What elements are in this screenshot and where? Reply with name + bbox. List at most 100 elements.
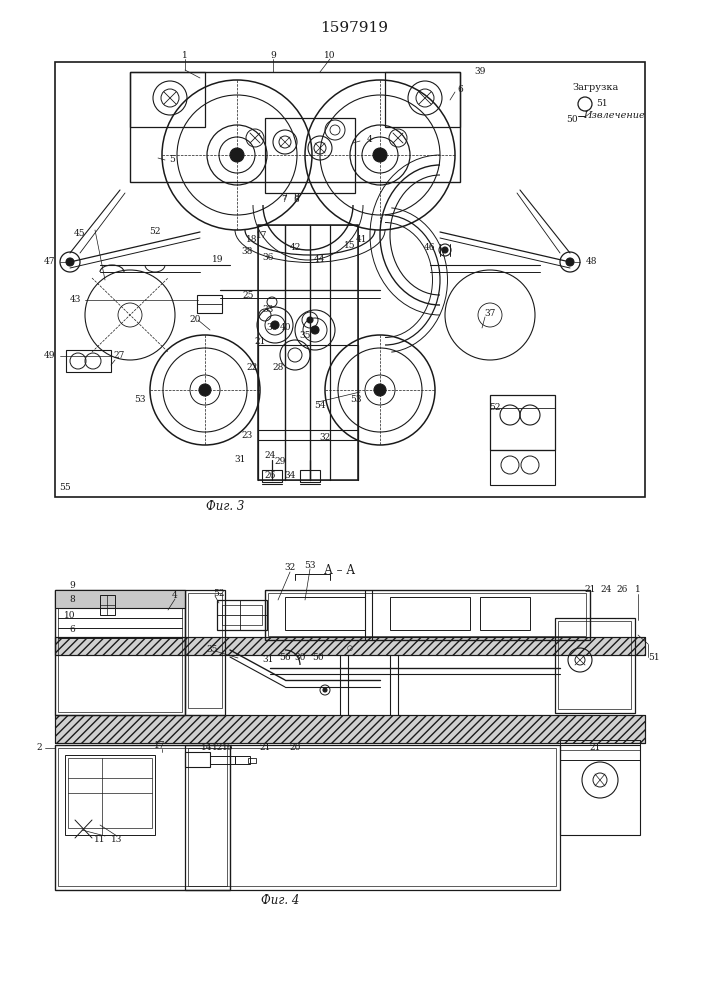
Bar bbox=[66, 350, 111, 372]
Text: 24: 24 bbox=[600, 585, 612, 594]
Bar bbox=[285, 597, 365, 630]
Bar bbox=[235, 756, 250, 764]
Text: 9: 9 bbox=[270, 50, 276, 60]
Text: 45: 45 bbox=[74, 229, 86, 237]
Circle shape bbox=[374, 384, 386, 396]
Text: 32: 32 bbox=[284, 564, 296, 572]
Bar bbox=[58, 593, 182, 712]
Bar bbox=[197, 295, 222, 313]
Circle shape bbox=[199, 384, 211, 396]
Bar bbox=[258, 225, 358, 480]
Text: 9: 9 bbox=[69, 580, 75, 589]
Text: 32: 32 bbox=[320, 434, 331, 442]
Text: 39: 39 bbox=[474, 68, 486, 77]
Bar bbox=[185, 637, 645, 655]
Bar bbox=[258, 225, 358, 480]
Text: 13: 13 bbox=[111, 834, 123, 844]
Text: 34: 34 bbox=[284, 472, 296, 481]
Text: 51: 51 bbox=[596, 100, 607, 108]
Text: 31: 31 bbox=[234, 456, 246, 464]
Bar bbox=[55, 715, 645, 743]
Text: 55: 55 bbox=[59, 483, 71, 491]
Circle shape bbox=[323, 688, 327, 692]
Text: 18: 18 bbox=[246, 235, 258, 244]
Text: 5: 5 bbox=[169, 155, 175, 164]
Bar bbox=[265, 118, 355, 193]
Bar bbox=[55, 637, 185, 655]
Bar bbox=[55, 590, 185, 715]
Text: 30: 30 bbox=[267, 324, 278, 332]
Text: 51: 51 bbox=[648, 654, 660, 662]
Text: 50: 50 bbox=[312, 654, 324, 662]
Text: 26: 26 bbox=[264, 472, 276, 481]
Text: 4: 4 bbox=[367, 135, 373, 144]
Text: 21: 21 bbox=[584, 585, 596, 594]
Text: 17: 17 bbox=[154, 742, 165, 750]
Bar bbox=[58, 748, 227, 886]
Text: Фиг. 4: Фиг. 4 bbox=[261, 894, 299, 906]
Text: 17: 17 bbox=[256, 231, 268, 239]
Bar bbox=[490, 450, 555, 485]
Bar bbox=[390, 597, 470, 630]
Text: 42: 42 bbox=[289, 243, 300, 252]
Circle shape bbox=[566, 258, 574, 266]
Text: 25: 25 bbox=[243, 290, 254, 300]
Text: 1597919: 1597919 bbox=[320, 21, 388, 35]
Circle shape bbox=[442, 247, 448, 253]
Text: 46: 46 bbox=[424, 243, 436, 252]
Bar bbox=[185, 637, 645, 655]
Text: 15: 15 bbox=[344, 240, 356, 249]
Text: 30: 30 bbox=[294, 654, 305, 662]
Text: 53: 53 bbox=[304, 560, 316, 570]
Bar bbox=[300, 470, 320, 482]
Text: 2: 2 bbox=[36, 744, 42, 752]
Text: 21: 21 bbox=[255, 338, 266, 347]
Text: А – А: А – А bbox=[325, 564, 356, 576]
Text: 54: 54 bbox=[314, 400, 326, 410]
Bar bbox=[385, 72, 460, 127]
Text: 28: 28 bbox=[272, 363, 284, 372]
Bar bbox=[558, 621, 631, 709]
Bar bbox=[560, 740, 640, 760]
Bar bbox=[185, 752, 210, 767]
Text: 52: 52 bbox=[489, 402, 501, 412]
Bar bbox=[555, 618, 635, 713]
Text: 41: 41 bbox=[356, 235, 368, 244]
Text: 19: 19 bbox=[212, 254, 223, 263]
Text: 56: 56 bbox=[279, 654, 291, 662]
Bar bbox=[55, 745, 230, 890]
Text: 6: 6 bbox=[457, 86, 463, 95]
Text: 53: 53 bbox=[134, 395, 146, 404]
Text: 50: 50 bbox=[566, 115, 578, 124]
Text: 1: 1 bbox=[635, 585, 641, 594]
Circle shape bbox=[311, 326, 319, 334]
Bar bbox=[130, 72, 205, 127]
Bar bbox=[188, 593, 222, 708]
Bar bbox=[55, 590, 185, 608]
Text: 16: 16 bbox=[222, 744, 234, 752]
Text: 20: 20 bbox=[289, 744, 300, 752]
Bar bbox=[262, 470, 282, 482]
Text: 1: 1 bbox=[182, 50, 188, 60]
Text: 33: 33 bbox=[262, 306, 274, 314]
Bar bbox=[55, 62, 645, 497]
Text: 37: 37 bbox=[484, 308, 496, 318]
Circle shape bbox=[271, 321, 279, 329]
Bar bbox=[188, 748, 556, 886]
Text: 26: 26 bbox=[617, 585, 628, 594]
Text: 53: 53 bbox=[350, 395, 361, 404]
Bar bbox=[185, 745, 560, 890]
Text: 29: 29 bbox=[274, 458, 286, 466]
Text: 7: 7 bbox=[281, 196, 287, 205]
Text: 8: 8 bbox=[69, 595, 75, 604]
Text: 38: 38 bbox=[241, 247, 252, 256]
Text: 49: 49 bbox=[44, 351, 55, 360]
Text: 36: 36 bbox=[262, 253, 274, 262]
Text: ○: ○ bbox=[347, 644, 353, 652]
Bar bbox=[248, 758, 256, 763]
Text: 27: 27 bbox=[113, 352, 124, 360]
Text: 12: 12 bbox=[212, 744, 223, 752]
Text: 6: 6 bbox=[69, 626, 75, 635]
Text: 7: 7 bbox=[281, 192, 287, 202]
Bar bbox=[100, 595, 115, 615]
